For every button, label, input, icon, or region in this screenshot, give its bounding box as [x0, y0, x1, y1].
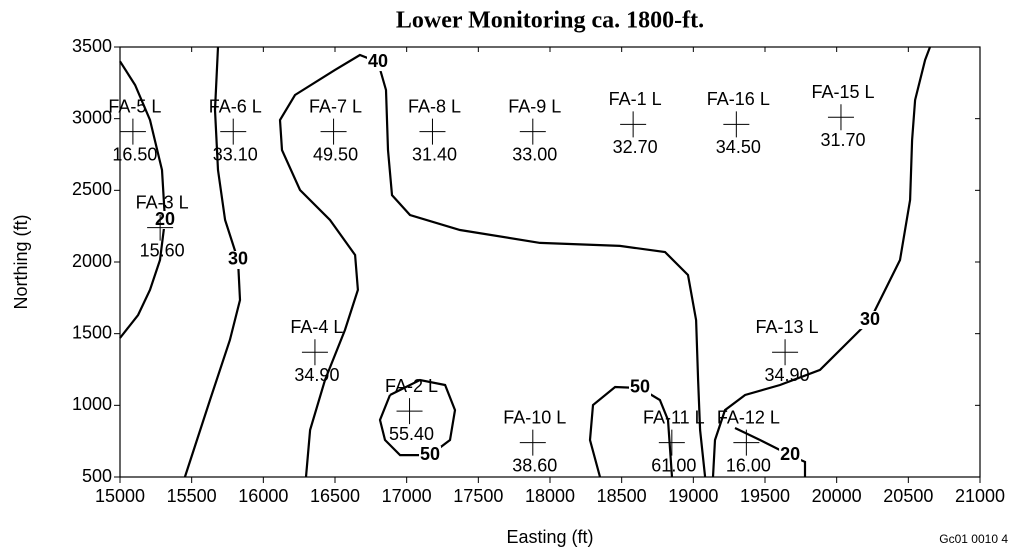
- well-marker: [519, 429, 546, 456]
- well-marker: [119, 118, 146, 145]
- well-marker: [827, 104, 854, 131]
- y-tick-label: 2500: [72, 179, 112, 199]
- y-tick-label: 1500: [72, 322, 112, 342]
- well-marker: [620, 111, 647, 138]
- well-name: FA-16 L: [707, 89, 770, 109]
- well-name: FA-6 L: [209, 96, 262, 116]
- well-marker: [320, 118, 347, 145]
- x-tick-label: 20000: [812, 486, 862, 506]
- well-value: 34.50: [716, 137, 761, 157]
- well-marker: [733, 429, 760, 456]
- x-tick-label: 19000: [668, 486, 718, 506]
- contour-label-bg: [419, 446, 442, 465]
- well-name: FA-3 L: [136, 192, 189, 212]
- x-tick-label: 19500: [740, 486, 790, 506]
- well-marker: [658, 429, 685, 456]
- x-tick-label: 18000: [525, 486, 575, 506]
- footer: Gc01 0010 4: [939, 532, 1008, 546]
- well-marker: [723, 111, 750, 138]
- contour-label-bg: [859, 311, 882, 330]
- well-value: 31.70: [820, 130, 865, 150]
- contour-line: [278, 53, 707, 478]
- contour-label: 50: [420, 444, 440, 464]
- x-axis-label: Easting (ft): [506, 527, 593, 547]
- well-value: 32.70: [613, 137, 658, 157]
- well-value: 31.40: [412, 144, 457, 164]
- x-tick-label: 16500: [310, 486, 360, 506]
- well-name: FA-11 L: [643, 407, 705, 427]
- well-marker: [147, 214, 174, 241]
- well-value: 55.40: [389, 424, 434, 444]
- well-name: FA-15 L: [811, 82, 874, 102]
- well-name: FA-9 L: [508, 96, 561, 116]
- y-tick-label: 500: [82, 466, 112, 486]
- well-value: 15.60: [140, 240, 185, 260]
- x-tick-label: 15500: [167, 486, 217, 506]
- well-name: FA-5 L: [108, 96, 161, 116]
- well-value: 33.10: [213, 144, 258, 164]
- well-marker: [519, 118, 546, 145]
- contour-label-bg: [154, 211, 177, 230]
- well-marker: [419, 118, 446, 145]
- well-name: FA-10 L: [503, 407, 566, 427]
- well-marker: [301, 339, 328, 366]
- x-tick-label: 16000: [238, 486, 288, 506]
- contour-label: 40: [368, 51, 388, 71]
- well-name: FA-7 L: [309, 96, 362, 116]
- well-marker: [396, 398, 423, 425]
- x-tick-label: 21000: [955, 486, 1005, 506]
- x-tick-label: 18500: [597, 486, 647, 506]
- contour-label-bg: [226, 250, 249, 269]
- well-value: 49.50: [313, 144, 358, 164]
- x-tick-label: 20500: [883, 486, 933, 506]
- well-name: FA-12 L: [717, 407, 780, 427]
- well-value: 34.90: [294, 365, 339, 385]
- well-value: 38.60: [512, 455, 557, 475]
- y-tick-label: 3500: [72, 36, 112, 56]
- contour-label-bg: [629, 378, 652, 397]
- y-axis-label: Northing (ft): [11, 214, 31, 309]
- well-marker: [220, 118, 247, 145]
- contour-label-bg: [367, 53, 389, 72]
- x-tick-label: 17000: [382, 486, 432, 506]
- x-tick-label: 17500: [453, 486, 503, 506]
- contour-label: 20: [780, 444, 800, 464]
- well-name: FA-4 L: [290, 317, 343, 337]
- well-name: FA-8 L: [408, 96, 461, 116]
- well-value: 16.50: [112, 144, 157, 164]
- chart-title: Lower Monitoring ca. 1800-ft.: [396, 8, 704, 34]
- y-tick-label: 3000: [72, 107, 112, 127]
- well-name: FA-13 L: [756, 317, 819, 337]
- contour-line: [588, 385, 674, 478]
- well-marker: [772, 339, 799, 366]
- contour-label-bg: [779, 446, 802, 465]
- contour-label: 30: [860, 309, 880, 329]
- well-value: 61.00: [651, 455, 696, 475]
- contour-label: 50: [630, 377, 650, 397]
- well-value: 16.00: [726, 455, 771, 475]
- contour-label: 30: [228, 249, 248, 269]
- x-tick-label: 15000: [95, 486, 145, 506]
- y-tick-label: 1000: [72, 394, 112, 414]
- well-value: 33.00: [512, 144, 557, 164]
- well-name: FA-1 L: [609, 89, 662, 109]
- well-name: FA-2 L: [385, 376, 438, 396]
- y-tick-label: 2000: [72, 251, 112, 271]
- well-value: 34.90: [765, 365, 810, 385]
